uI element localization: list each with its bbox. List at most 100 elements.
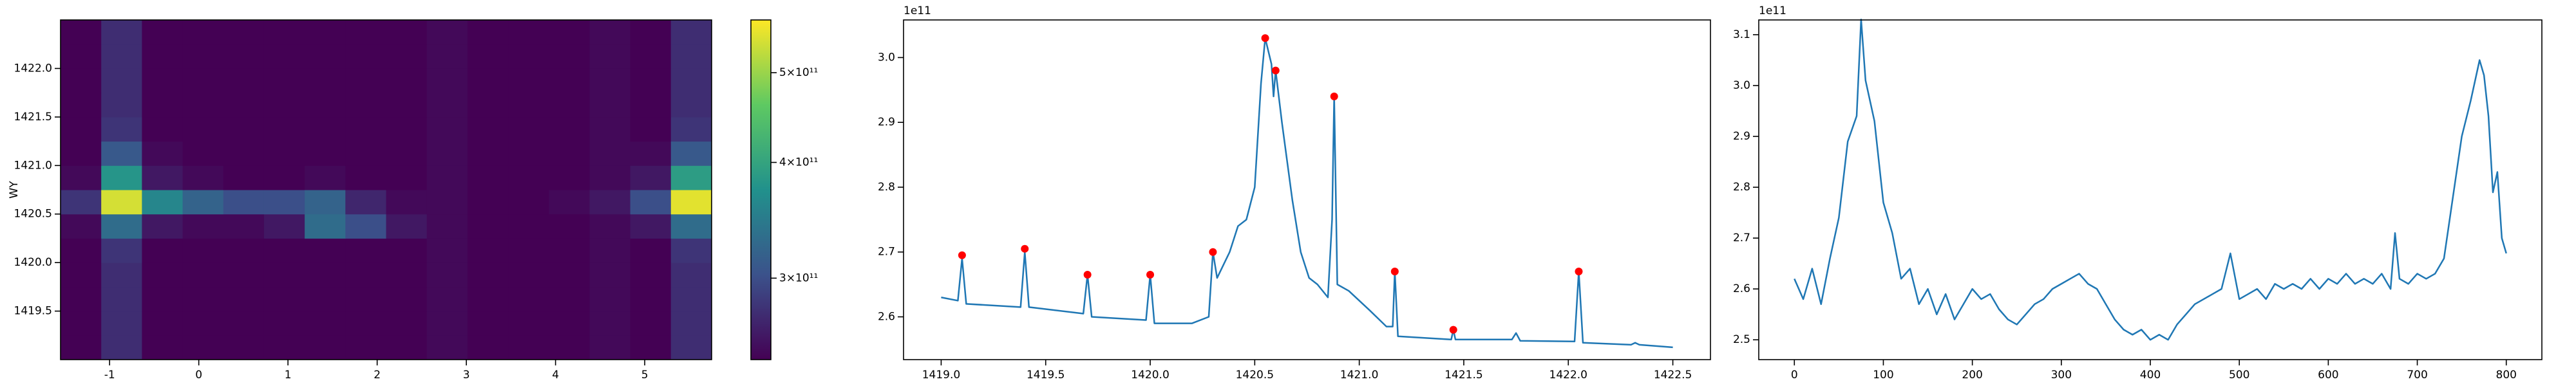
peak-marker	[1575, 267, 1583, 275]
line-series	[1794, 18, 2507, 341]
heatmap-cell	[589, 141, 631, 166]
heatmap-cell	[386, 141, 428, 166]
heatmap-cell	[670, 93, 712, 118]
x-tick-label: 300	[2051, 369, 2072, 381]
peak-marker	[958, 251, 966, 259]
heatmap-cell	[305, 335, 346, 360]
y-tick-label: 3.0	[1733, 79, 1750, 92]
heatmap-cell	[142, 262, 184, 288]
heatmap-cell	[386, 165, 428, 190]
heatmap-cell	[386, 311, 428, 336]
heatmap-cell	[386, 44, 428, 69]
heatmap-cell	[101, 165, 142, 190]
x-tick-label: 2	[374, 369, 381, 381]
heatmap-cell	[101, 44, 142, 69]
heatmap-cell	[182, 44, 224, 69]
y-tick-label: 2.8	[1733, 181, 1750, 194]
heatmap-cell	[345, 44, 386, 69]
heatmap-cell	[589, 311, 631, 336]
y-tick-label: 1421.5	[14, 111, 52, 124]
heatmap-cell	[549, 165, 590, 190]
heatmap-cell	[508, 116, 549, 142]
heatmap-cell	[101, 20, 142, 45]
heatmap-cell	[467, 116, 509, 142]
peak-marker	[1261, 34, 1269, 42]
heatmap-cell	[61, 116, 102, 142]
heatmap-cell	[345, 311, 386, 336]
heatmap-cell	[263, 286, 305, 312]
heatmap-cell	[670, 190, 712, 215]
axes-frame	[1758, 19, 2543, 360]
heatmap-cell	[305, 165, 346, 190]
heatmap-cell	[467, 286, 509, 312]
heatmap-cell	[182, 20, 224, 45]
heatmap-cell	[182, 68, 224, 93]
x-tick-label: 1420.0	[1131, 369, 1169, 381]
colorbar	[751, 20, 771, 360]
x-tick-label: 5	[641, 369, 649, 381]
heatmap-cell	[263, 262, 305, 288]
heatmap-cell	[61, 262, 102, 288]
heatmap-cell	[263, 311, 305, 336]
colorbar-tick-label: 3×10¹¹	[779, 271, 818, 284]
heatmap-cell	[142, 44, 184, 69]
heatmap-cell	[670, 286, 712, 312]
heatmap-cell	[305, 20, 346, 45]
x-tick-label: 4	[552, 369, 559, 381]
heatmap-cell	[386, 190, 428, 215]
x-tick-label: 100	[1873, 369, 1893, 381]
heatmap-cell	[508, 44, 549, 69]
heatmap-cell	[670, 311, 712, 336]
heatmap-cell	[508, 93, 549, 118]
heatmap-cell	[345, 286, 386, 312]
heatmap-cell	[670, 141, 712, 166]
heatmap-cell	[508, 68, 549, 93]
heatmap-cell	[467, 20, 509, 45]
heatmap-cell	[263, 20, 305, 45]
heatmap-cell	[549, 335, 590, 360]
x-tick-label: 3	[463, 369, 470, 381]
heatmap-cell	[182, 238, 224, 263]
heatmap-cell	[223, 238, 265, 263]
heatmap-cell	[508, 286, 549, 312]
heatmap-cell	[61, 44, 102, 69]
x-tick-label: 1419.0	[922, 369, 960, 381]
heatmap-cell	[223, 190, 265, 215]
heatmap-cell	[223, 44, 265, 69]
heatmap-cell	[589, 68, 631, 93]
heatmap-cell	[589, 44, 631, 69]
heatmap-cell	[508, 335, 549, 360]
peak-marker	[1390, 267, 1399, 275]
heatmap-cell	[345, 20, 386, 45]
heatmap-cell	[589, 286, 631, 312]
heatmap-cell	[101, 141, 142, 166]
heatmap-cell	[386, 116, 428, 142]
y-tick-label: 2.9	[878, 116, 895, 129]
offset-label: 1e11	[904, 5, 931, 17]
heatmap-cell	[467, 262, 509, 288]
heatmap-cell	[426, 116, 468, 142]
heatmap-cell	[386, 286, 428, 312]
heatmap-cell	[223, 165, 265, 190]
heatmap-cell	[182, 214, 224, 239]
peak-marker	[1209, 248, 1217, 256]
heatmap-cell	[182, 262, 224, 288]
heatmap-cell	[508, 190, 549, 215]
heatmap-cell	[142, 311, 184, 336]
heatmap-cell	[142, 335, 184, 360]
heatmap-cell	[305, 141, 346, 166]
heatmap-cell	[61, 93, 102, 118]
heatmap-cell	[426, 214, 468, 239]
y-tick-label: 2.6	[1733, 282, 1750, 295]
heatmap-cell	[101, 214, 142, 239]
heatmap-cell	[508, 141, 549, 166]
heatmap-cell	[630, 68, 672, 93]
heatmap-cell	[305, 44, 346, 69]
heatmap-cell	[223, 68, 265, 93]
x-tick-label: 400	[2140, 369, 2161, 381]
heatmap-cell	[630, 262, 672, 288]
y-tick-label: 2.6	[878, 310, 895, 323]
heatmap-cell	[101, 262, 142, 288]
heatmap-cell	[101, 335, 142, 360]
